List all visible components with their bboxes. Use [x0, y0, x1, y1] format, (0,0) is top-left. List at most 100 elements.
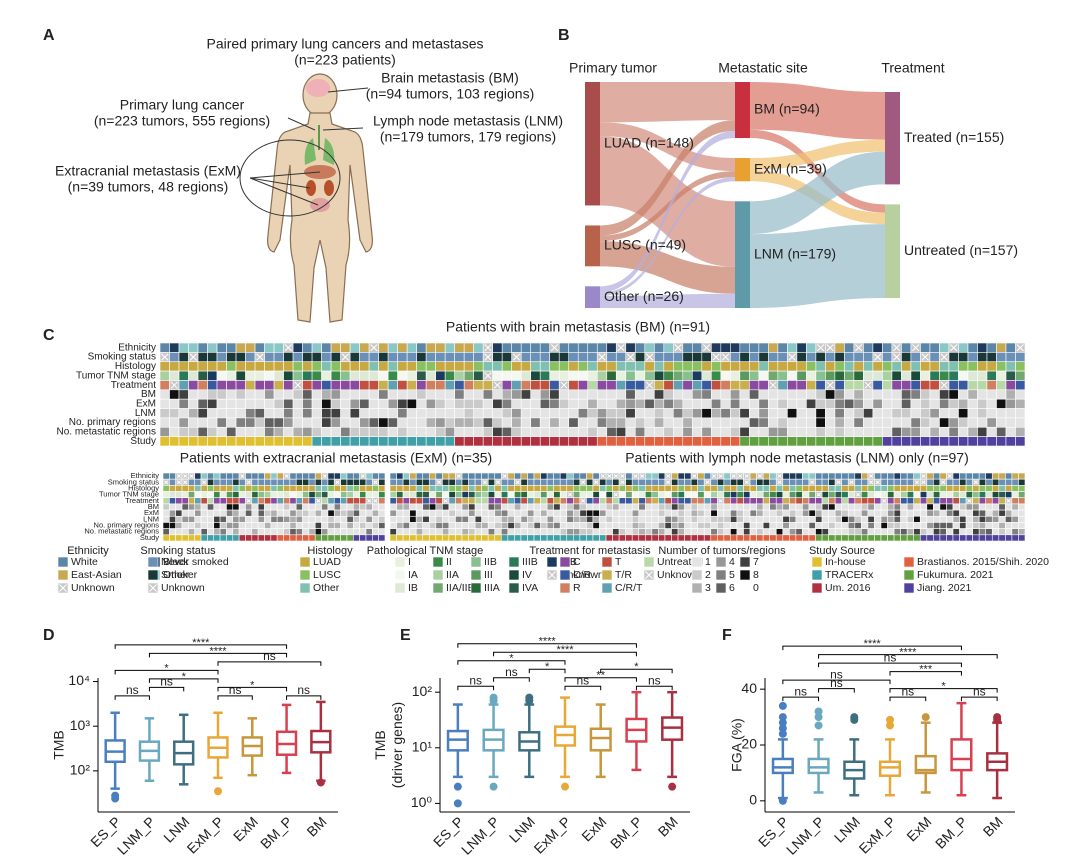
- row-label: Study: [140, 533, 159, 542]
- heatmap-cell: [378, 408, 389, 419]
- heatmap-cell: [454, 380, 465, 391]
- heatmap-cell: [929, 426, 940, 437]
- heatmap-cell: [625, 503, 633, 511]
- heatmap-cell: [815, 515, 823, 523]
- heatmap-cell: [861, 509, 869, 517]
- heatmap-cell: [546, 478, 554, 486]
- heatmap-cell: [406, 389, 417, 400]
- heatmap-cell: [461, 485, 469, 492]
- heatmap-cell: [425, 389, 436, 400]
- outlier: [214, 787, 222, 796]
- node-label: BM (n=94): [754, 101, 820, 117]
- heatmap-cell: [605, 478, 613, 486]
- heatmap-cell: [612, 522, 620, 529]
- heatmap-cell: [213, 472, 221, 480]
- node-label: LNM (n=179): [754, 245, 836, 261]
- row-label: ExM: [144, 508, 159, 517]
- heatmap-cell: [978, 491, 987, 499]
- heatmap-cell: [461, 491, 469, 499]
- heatmap-cell: [295, 522, 303, 529]
- heatmap-cell: [188, 426, 199, 437]
- heatmap-cell: [311, 352, 322, 363]
- heatmap-cell: [777, 436, 788, 447]
- heatmap-cell: [178, 408, 189, 419]
- heatmap-cell: [428, 485, 437, 492]
- heatmap-cell: [861, 497, 869, 505]
- heatmap-cell: [169, 509, 176, 517]
- heatmap-cell: [175, 534, 183, 542]
- heatmap-cell: [397, 370, 408, 381]
- heatmap-cell: [468, 534, 476, 542]
- heatmap-cell: [948, 380, 959, 391]
- heatmap-cell: [919, 509, 928, 517]
- heatmap-cell: [207, 472, 215, 480]
- heatmap-cell: [527, 515, 535, 523]
- heatmap-cell: [327, 497, 335, 505]
- heatmap-cell: [454, 426, 465, 437]
- y-axis-label: TMB: [51, 730, 67, 760]
- significance-bracket: [564, 677, 637, 682]
- x-tick-label: LNM_P: [458, 813, 502, 857]
- heatmap-cell: [463, 342, 474, 353]
- node-label: LUSC (n=49): [604, 237, 686, 253]
- heatmap-cell: [952, 522, 960, 529]
- heatmap-cell: [690, 497, 698, 505]
- heatmap-cell: [692, 408, 703, 419]
- heatmap-cell: [226, 497, 234, 505]
- heatmap-cell: [425, 398, 436, 409]
- heatmap-cell: [795, 485, 803, 492]
- x-tick-label: LNM: [506, 813, 538, 845]
- heatmap-cell: [929, 389, 940, 400]
- heatmap-cell: [717, 503, 725, 511]
- heatmap-cell: [625, 478, 633, 486]
- heatmap-cell: [396, 528, 404, 536]
- heatmap-cell: [1015, 361, 1026, 372]
- heatmap-cell: [321, 370, 332, 381]
- heatmap-cell: [492, 398, 503, 409]
- legend-swatch: [715, 556, 727, 568]
- heatmap-cell: [736, 491, 744, 499]
- legend-label: Smoker: [161, 569, 198, 581]
- heatmap-cell: [615, 352, 627, 363]
- heatmap-cell: [232, 509, 240, 517]
- heatmap-cell: [520, 380, 532, 391]
- heatmap-cell: [939, 503, 947, 511]
- heatmap-cell: [330, 389, 341, 400]
- significance-bracket: [889, 671, 962, 676]
- legend-label: C/R/T: [615, 582, 643, 594]
- heatmap-cell: [264, 472, 272, 480]
- heatmap-cell: [178, 380, 189, 391]
- row-label: LNM: [135, 408, 156, 419]
- heatmap-cell: [711, 426, 722, 437]
- unknown-cross: [816, 492, 821, 497]
- heatmap-cell: [618, 528, 626, 536]
- heatmap-cell: [787, 426, 798, 437]
- heatmap-cell: [273, 361, 284, 372]
- heatmap-cell: [435, 491, 443, 499]
- heatmap-cell: [653, 408, 665, 419]
- heatmap-cell: [295, 497, 303, 505]
- heatmap-cell: [283, 398, 294, 409]
- heatmap-cell: [768, 389, 779, 400]
- heatmap-cell: [625, 426, 636, 437]
- heatmap-cell: [302, 515, 310, 523]
- heatmap-cell: [389, 534, 397, 542]
- heatmap-cell: [736, 522, 744, 529]
- heatmap-cell: [658, 485, 666, 492]
- heatmap-cell: [910, 389, 921, 400]
- heatmap-cell: [1018, 534, 1026, 542]
- heatmap-cell: [651, 509, 659, 517]
- heatmap-cell: [273, 426, 284, 437]
- heatmap-cell: [664, 528, 672, 536]
- heatmap-cell: [442, 472, 450, 480]
- heatmap-cell: [789, 515, 797, 523]
- unknown-cross: [617, 344, 625, 352]
- heatmap-cell: [789, 534, 797, 542]
- heatmap-cell: [952, 515, 960, 523]
- heatmap-cell: [587, 370, 598, 381]
- heatmap-cell: [327, 485, 335, 492]
- heatmap-cell: [289, 478, 297, 486]
- heatmap-cell: [468, 478, 476, 486]
- heatmap-cell: [952, 491, 960, 499]
- heatmap-cell: [926, 528, 934, 536]
